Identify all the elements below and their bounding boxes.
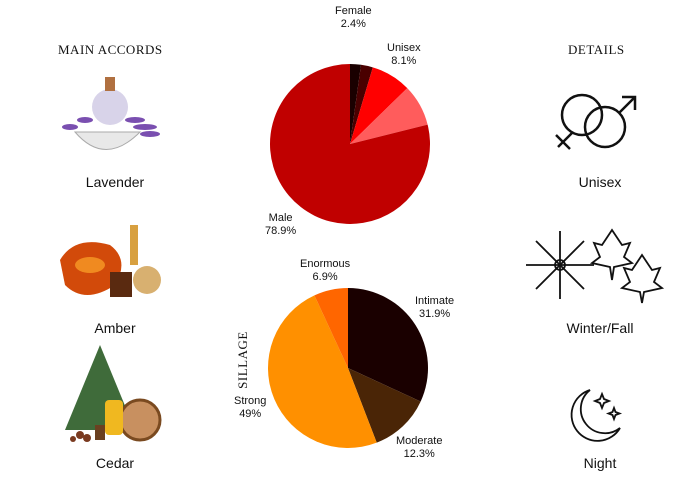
pie-label-female: Female 2.4% [335, 5, 372, 30]
pie-slice-intimate [348, 288, 428, 402]
cedar-image [65, 345, 162, 442]
pie-label-strong: Strong 49% [234, 395, 267, 420]
pie-label-male: Male 78.9% [265, 212, 297, 237]
pie-slice-male [270, 64, 430, 224]
gender-pie-chart [270, 64, 430, 224]
pie-label-unisex: Unisex 8.1% [387, 42, 421, 67]
sillage-title: SILLAGE [234, 331, 250, 389]
pie-slice-unlabeled-0 [350, 64, 362, 144]
snowflake-leaves-icon [526, 228, 665, 304]
pie-label-enormous: Enormous 6.9% [300, 258, 351, 283]
details-title: DETAILS [568, 42, 625, 57]
accord-lavender-label: Lavender [85, 174, 145, 190]
pie-slice-moderate [348, 368, 421, 443]
pie-slice-enormous [314, 288, 348, 368]
detail-time-label: Night [583, 455, 617, 471]
pie-slice-unisex [350, 67, 408, 144]
pie-slice-unlabeled-3 [350, 88, 428, 144]
gender-symbols-icon [555, 93, 637, 150]
accord-amber-label: Amber [94, 320, 136, 336]
pie-slice-female [350, 64, 373, 144]
main-accords-title: MAIN ACCORDS [58, 42, 163, 57]
amber-image [60, 225, 161, 297]
lavender-image [62, 77, 160, 150]
pie-label-moderate: Moderate 12.3% [396, 435, 443, 460]
sillage-pie-chart [268, 288, 428, 448]
pie-label-intimate: Intimate 31.9% [415, 295, 455, 320]
moon-stars-icon [570, 389, 623, 442]
detail-unisex-label: Unisex [578, 174, 622, 190]
detail-season-label: Winter/Fall [566, 320, 634, 336]
accord-cedar-label: Cedar [95, 455, 135, 471]
pie-slice-strong [268, 295, 377, 448]
